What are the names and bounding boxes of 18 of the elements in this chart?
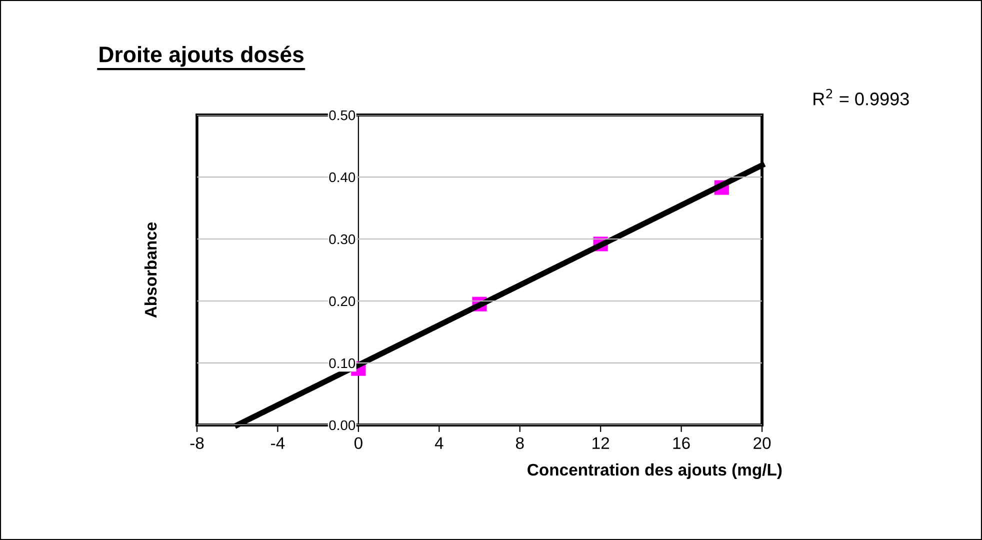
text: R$^{2}$ = 0.9993 (814, 88, 909, 106)
x-tick-label: 0 (354, 437, 362, 450)
x-tick-label: 16 (673, 437, 690, 450)
x-tick-label: -4 (271, 437, 285, 449)
y-axis-title: Absorbance (144, 222, 157, 318)
x-axis-title: Concentration des ajouts (mg/L) (528, 463, 782, 480)
x-tick-label: 12 (592, 437, 610, 449)
chart-title: Droite ajouts dosés (100, 46, 304, 67)
y-tick-label: 0.40 (329, 172, 356, 182)
y-tick-label: 0.30 (329, 234, 356, 244)
y-tick-label: 0.00 (329, 420, 356, 430)
y-tick-label: 0.10 (329, 358, 356, 368)
x-tick-label: 20 (754, 437, 771, 450)
x-tick-label: 4 (434, 437, 444, 449)
x-tick-label: -8 (190, 437, 204, 450)
y-tick-label: 0.50 (329, 110, 356, 120)
y-tick-label: 0.20 (329, 296, 356, 306)
x-tick-label: 8 (516, 437, 524, 450)
